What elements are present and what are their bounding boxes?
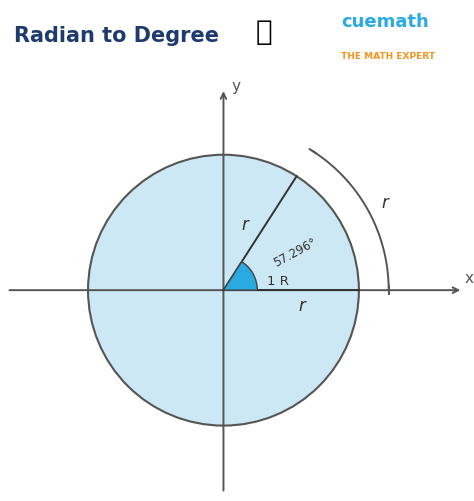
Text: cuemath: cuemath bbox=[341, 14, 429, 32]
Text: Radian to Degree: Radian to Degree bbox=[14, 26, 219, 46]
Text: 1 R: 1 R bbox=[267, 275, 289, 288]
Circle shape bbox=[88, 155, 359, 426]
Text: THE MATH EXPERT: THE MATH EXPERT bbox=[341, 52, 435, 61]
Text: x: x bbox=[464, 271, 473, 286]
Text: r: r bbox=[242, 215, 249, 233]
Text: 57.296°: 57.296° bbox=[271, 235, 319, 269]
Text: r: r bbox=[382, 193, 389, 211]
Wedge shape bbox=[223, 262, 257, 291]
Text: r: r bbox=[299, 297, 305, 315]
Text: 🚀: 🚀 bbox=[256, 18, 273, 46]
Text: y: y bbox=[231, 79, 240, 94]
